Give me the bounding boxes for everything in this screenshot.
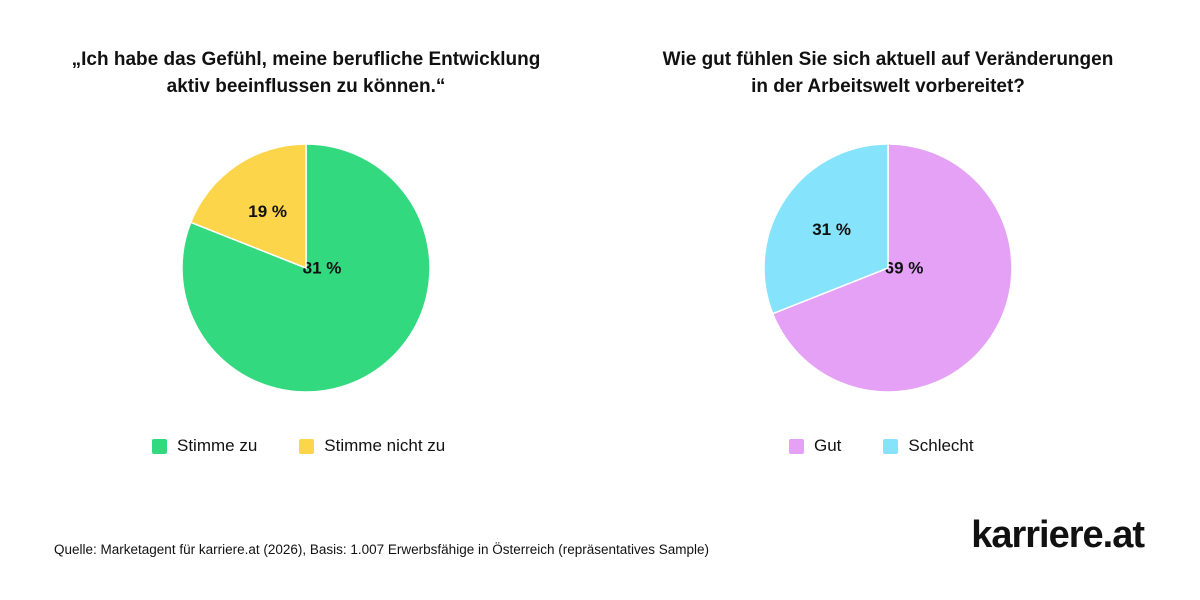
legend-item-gut: Gut bbox=[789, 436, 841, 456]
pie-slice-gut bbox=[771, 143, 1013, 393]
legend-item-stimme-nicht-zu: Stimme nicht zu bbox=[299, 436, 445, 456]
legend-right: Gut Schlecht bbox=[789, 436, 974, 456]
legend-label: Stimme zu bbox=[177, 436, 258, 455]
chart-title-right-line-1: Wie gut fühlen Sie sich aktuell auf Verä… bbox=[662, 49, 1114, 70]
pie-slice-stimme-zu bbox=[181, 143, 431, 393]
brand-logo: karriere.at bbox=[971, 514, 1145, 556]
chart-title-right-line-2: in der Arbeitswelt vorbereitet? bbox=[751, 76, 1025, 97]
pie-slice-label-gut: 69 % bbox=[885, 259, 924, 278]
legend-label: Schlecht bbox=[908, 436, 974, 455]
chart-title-right: Wie gut fühlen Sie sich aktuell auf Verä… bbox=[608, 46, 1168, 100]
pie-slice-label-schlecht: 31 % bbox=[812, 220, 851, 239]
pie-slice-schlecht bbox=[763, 143, 889, 315]
legend-swatch bbox=[152, 438, 167, 454]
legend-item-stimme-zu: Stimme zu bbox=[152, 436, 257, 456]
legend-label: Gut bbox=[814, 436, 842, 455]
pie-chart-right: 69 % 31 % bbox=[763, 143, 1013, 393]
pie-slice-label-stimme-nicht-zu: 19 % bbox=[248, 202, 287, 221]
pie-slice-stimme-nicht-zu bbox=[189, 143, 307, 270]
chart-title-left-line-1: „Ich habe das Gefühl, meine berufliche E… bbox=[71, 49, 541, 70]
legend-swatch bbox=[299, 438, 315, 454]
legend-label: Stimme nicht zu bbox=[324, 436, 446, 455]
source-note: Quelle: Marketagent für karriere.at (202… bbox=[54, 542, 710, 557]
chart-title-left: „Ich habe das Gefühl, meine berufliche E… bbox=[26, 46, 586, 100]
legend-left: Stimme zu Stimme nicht zu bbox=[152, 436, 445, 456]
legend-swatch bbox=[789, 438, 804, 454]
legend-item-schlecht: Schlecht bbox=[883, 436, 974, 456]
chart-title-left-line-2: aktiv beeinflussen zu können.“ bbox=[166, 76, 446, 97]
pie-slice-label-stimme-zu: 81 % bbox=[303, 259, 342, 278]
pie-chart-left: 81 % 19 % bbox=[181, 143, 431, 393]
legend-swatch bbox=[883, 438, 899, 454]
